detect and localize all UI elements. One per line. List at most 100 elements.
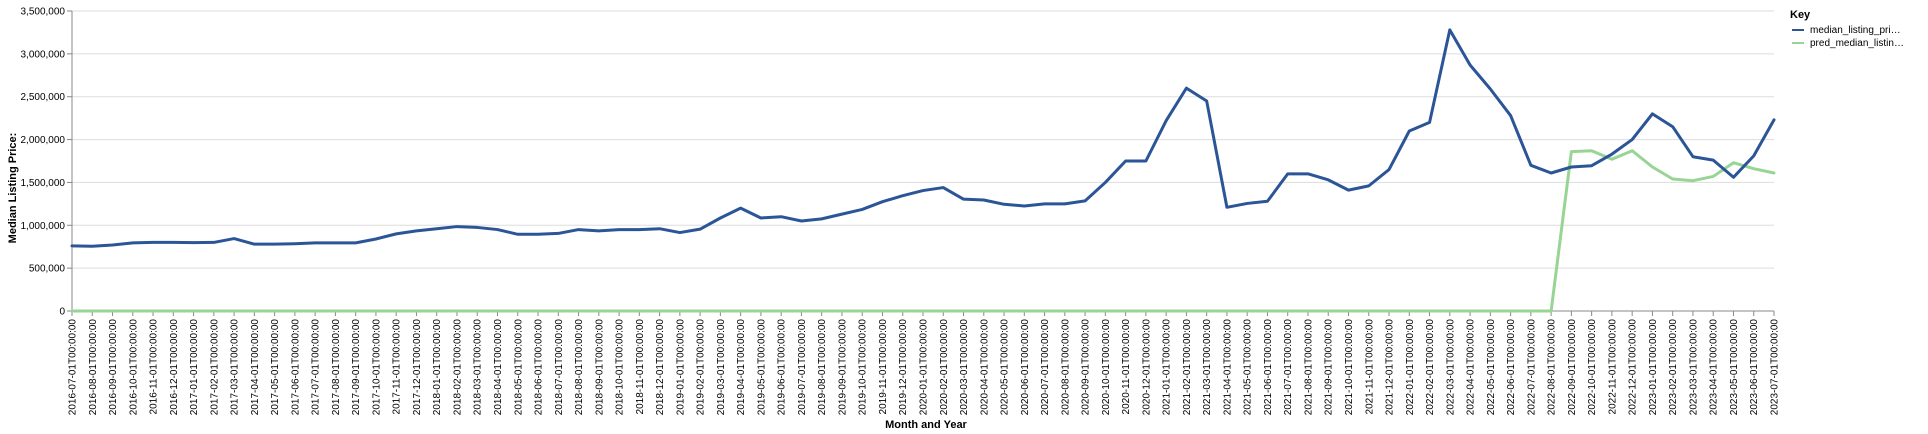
x-tick-label: 2021-06-01T00:00:00 [1263,319,1274,416]
x-tick-label: 2019-02-01T00:00:00 [696,319,707,416]
x-tick-label: 2017-05-01T00:00:00 [270,319,281,416]
x-tick-label: 2021-12-01T00:00:00 [1385,319,1396,416]
x-tick-label: 2020-02-01T00:00:00 [939,319,950,416]
legend: Key median_listing_pri… pred_median_listi… [1790,9,1904,49]
legend-label: pred_median_listin… [1810,38,1904,49]
x-tick-label: 2021-03-01T00:00:00 [1202,319,1213,416]
legend-title: Key [1790,9,1811,21]
x-tick-label: 2018-08-01T00:00:00 [574,319,585,416]
x-tick-label: 2022-09-01T00:00:00 [1567,319,1578,416]
x-tick-label: 2018-01-01T00:00:00 [432,319,443,416]
x-tick-label: 2023-06-01T00:00:00 [1749,319,1760,416]
x-tick-label: 2016-10-01T00:00:00 [128,319,139,416]
x-tick-label: 2017-09-01T00:00:00 [351,319,362,416]
x-tick-label: 2022-10-01T00:00:00 [1587,319,1598,416]
x-tick-label: 2022-08-01T00:00:00 [1547,319,1558,416]
x-tick-label: 2017-01-01T00:00:00 [189,319,200,416]
x-tick-label: 2020-11-01T00:00:00 [1121,319,1132,415]
x-tick-label: 2022-11-01T00:00:00 [1607,319,1618,415]
x-tick-label: 2022-07-01T00:00:00 [1526,319,1537,416]
x-tick-label: 2021-09-01T00:00:00 [1324,319,1335,416]
x-tick-label: 2021-01-01T00:00:00 [1162,319,1173,416]
x-tick-label: 2020-06-01T00:00:00 [1020,319,1031,416]
x-tick-label: 2018-07-01T00:00:00 [554,319,565,416]
x-tick-label: 2016-09-01T00:00:00 [108,319,119,416]
x-tick-label: 2016-07-01T00:00:00 [68,319,79,416]
x-tick-label: 2018-10-01T00:00:00 [615,319,626,416]
x-tick-label: 2018-09-01T00:00:00 [594,319,605,416]
x-tick-label: 2018-11-01T00:00:00 [635,319,646,415]
x-tick-label: 2019-08-01T00:00:00 [817,319,828,416]
y-axis-title: Median Listing Price: [7,133,19,244]
x-tick-label: 2019-07-01T00:00:00 [797,319,808,416]
x-tick-label: 2020-09-01T00:00:00 [1081,319,1092,416]
x-tick-label: 2019-11-01T00:00:00 [878,319,889,415]
x-tick-label: 2020-01-01T00:00:00 [919,319,930,416]
x-tick-label: 2021-05-01T00:00:00 [1243,319,1254,416]
y-tick-label: 2,500,000 [21,92,66,103]
legend-label: median_listing_pri… [1810,25,1901,36]
x-tick-label: 2017-12-01T00:00:00 [412,319,423,416]
x-tick-label: 2016-12-01T00:00:00 [169,319,180,416]
x-tick-label: 2019-04-01T00:00:00 [736,319,747,416]
x-tick-label: 2018-03-01T00:00:00 [473,319,484,416]
grid-lines [72,10,1774,312]
y-tick-label: 3,000,000 [21,49,66,60]
x-tick-label: 2022-06-01T00:00:00 [1506,319,1517,416]
x-tick-label: 2023-02-01T00:00:00 [1668,319,1679,416]
x-tick-label: 2020-10-01T00:00:00 [1101,319,1112,416]
y-tick-label: 2,000,000 [21,135,66,146]
series-line-1 [70,28,1776,248]
x-tick-label: 2017-04-01T00:00:00 [250,319,261,416]
x-tick-label: 2017-11-01T00:00:00 [392,319,403,415]
x-tick-label: 2018-04-01T00:00:00 [493,319,504,416]
x-tick-label: 2020-08-01T00:00:00 [1060,319,1071,416]
x-tick-label: 2023-07-01T00:00:00 [1770,319,1781,416]
series-line-2 [70,149,1776,313]
series-layer [70,28,1776,313]
x-tick-label: 2020-12-01T00:00:00 [1141,319,1152,416]
x-tick-label: 2018-12-01T00:00:00 [655,319,666,416]
x-tick-label: 2017-03-01T00:00:00 [230,319,241,416]
x-tick-label: 2021-08-01T00:00:00 [1303,319,1314,416]
x-tick-label: 2019-12-01T00:00:00 [898,319,909,416]
x-tick-label: 2016-11-01T00:00:00 [149,319,160,415]
x-tick-label: 2019-03-01T00:00:00 [716,319,727,416]
x-tick-label: 2016-08-01T00:00:00 [88,319,99,416]
x-tick-label: 2021-07-01T00:00:00 [1283,319,1294,416]
x-axis: 2016-07-01T00:00:00 2016-08-01T00:00:00 20… [68,310,1781,416]
x-tick-label: 2019-05-01T00:00:00 [756,319,767,416]
x-tick-label: 2023-01-01T00:00:00 [1648,319,1659,416]
x-tick-label: 2021-02-01T00:00:00 [1182,319,1193,416]
x-axis-title: Month and Year [885,419,967,431]
y-tick-label: 500,000 [29,264,66,275]
y-tick-label: 0 [59,307,65,318]
x-tick-label: 2021-04-01T00:00:00 [1222,319,1233,416]
x-tick-label: 2019-10-01T00:00:00 [858,319,869,416]
x-tick-label: 2022-04-01T00:00:00 [1466,319,1477,416]
x-tick-label: 2023-04-01T00:00:00 [1709,319,1720,416]
x-tick-label: 2018-02-01T00:00:00 [452,319,463,416]
x-tick-label: 2020-03-01T00:00:00 [959,319,970,416]
x-tick-label: 2017-08-01T00:00:00 [331,319,342,416]
x-tick-label: 2017-02-01T00:00:00 [209,319,220,416]
x-tick-label: 2018-06-01T00:00:00 [534,319,545,416]
x-tick-label: 2017-06-01T00:00:00 [290,319,301,416]
x-tick-label: 2017-10-01T00:00:00 [371,319,382,416]
x-tick-label: 2023-03-01T00:00:00 [1688,319,1699,416]
x-tick-label: 2021-11-01T00:00:00 [1364,319,1375,415]
x-tick-label: 2022-12-01T00:00:00 [1628,319,1639,416]
x-tick-label: 2022-02-01T00:00:00 [1425,319,1436,416]
x-tick-label: 2019-06-01T00:00:00 [777,319,788,416]
x-tick-label: 2019-09-01T00:00:00 [837,319,848,416]
y-tick-label: 1,000,000 [21,221,66,232]
x-tick-label: 2020-04-01T00:00:00 [979,319,990,416]
x-tick-label: 2022-03-01T00:00:00 [1445,319,1456,416]
x-tick-label: 2017-07-01T00:00:00 [311,319,322,416]
x-tick-label: 2020-05-01T00:00:00 [1000,319,1011,416]
x-tick-label: 2020-07-01T00:00:00 [1040,319,1051,416]
x-tick-label: 2022-05-01T00:00:00 [1486,319,1497,416]
y-tick-label: 3,500,000 [21,7,66,18]
x-tick-label: 2023-05-01T00:00:00 [1729,319,1740,416]
